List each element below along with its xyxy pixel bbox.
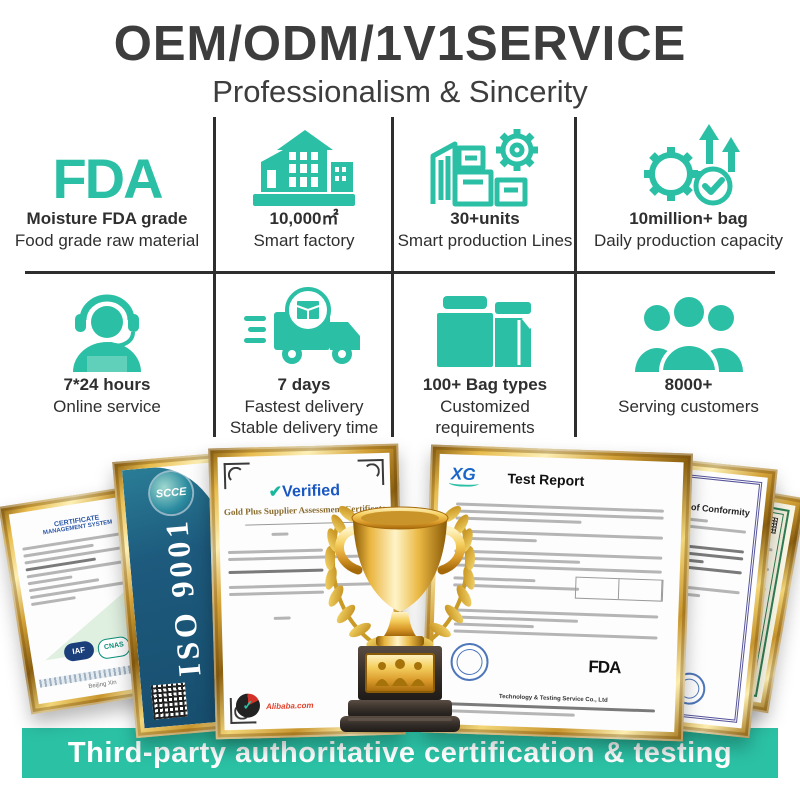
feature-subline: Online service	[53, 397, 161, 416]
bag-types-icon	[429, 282, 541, 374]
feature-subline: requirements	[435, 418, 535, 437]
feature-headline: 7*24 hours	[63, 375, 151, 394]
fast-delivery-icon	[242, 282, 366, 374]
feature-headline: 100+ Bag types	[422, 375, 548, 394]
alibaba-logo: Alibaba.com	[265, 700, 314, 712]
feature-subline: Serving customers	[618, 397, 759, 416]
feature-bag-types: 100+ Bag types Customized requirements	[397, 282, 573, 438]
feature-headline: 8000+	[664, 375, 713, 394]
feature-headline: 30+units	[450, 209, 520, 228]
feature-fda-grade: FDA Moisture FDA grade Food grade raw ma…	[2, 120, 212, 270]
qr-code	[150, 682, 188, 720]
cnas-badge: CNAS	[96, 635, 132, 661]
feature-headline: 10,000㎡	[269, 209, 339, 228]
fda-logo-icon: FDA	[52, 147, 163, 210]
page-subtitle: Professionalism & Sincerity	[212, 74, 588, 109]
feature-headline: 10million+ bag	[629, 209, 748, 228]
serving-customers-icon	[631, 282, 747, 374]
online-service-icon	[57, 282, 157, 374]
feature-production-lines: 30+units Smart production Lines	[397, 120, 573, 270]
iso-9001-label: ISO 9001	[157, 516, 208, 678]
feature-daily-capacity: 10million+ bag Daily production capacity	[579, 120, 798, 270]
scce-logo: SCCE	[148, 470, 194, 516]
feature-subline: Smart factory	[253, 231, 355, 250]
feature-serving-customers: 8000+ Serving customers	[579, 282, 798, 438]
feature-subline: Food grade raw material	[14, 231, 200, 250]
grid-divider-horizontal	[25, 271, 775, 274]
page-title: OEM/ODM/1V1SERVICE	[113, 17, 687, 71]
capacity-growth-icon	[633, 120, 745, 208]
production-lines-icon	[425, 120, 545, 208]
feature-headline: 7 days	[277, 375, 331, 394]
report-table	[574, 576, 664, 602]
corner-flourish	[224, 462, 251, 489]
feature-smart-factory: 10,000㎡ Smart factory	[218, 120, 390, 270]
fda-wordmark: FDA	[588, 657, 621, 678]
sgs-circle-logo: ✓	[235, 693, 261, 718]
feature-online-service: 7*24 hours Online service	[2, 282, 212, 438]
gold-trophy	[330, 498, 470, 743]
feature-subline: Stable delivery time	[229, 418, 379, 437]
grid-divider-vertical	[391, 117, 394, 437]
smart-factory-icon	[249, 120, 359, 208]
corner-flourish	[358, 459, 385, 486]
grid-divider-vertical	[213, 117, 216, 437]
banner-text: Third-party authoritative certification …	[67, 736, 733, 769]
feature-subline: Fastest delivery	[244, 397, 364, 416]
feature-subline: Daily production capacity	[594, 231, 783, 250]
iaf-badge: IAF	[62, 640, 96, 663]
certificate-title: Test Report	[507, 470, 585, 489]
grid-divider-vertical	[574, 117, 577, 437]
feature-subline: Smart production Lines	[397, 231, 573, 250]
feature-fast-delivery: 7 days Fastest delivery Stable delivery …	[218, 282, 390, 438]
feature-headline: Moisture FDA grade	[26, 209, 188, 228]
feature-subline: Customized	[440, 397, 530, 416]
